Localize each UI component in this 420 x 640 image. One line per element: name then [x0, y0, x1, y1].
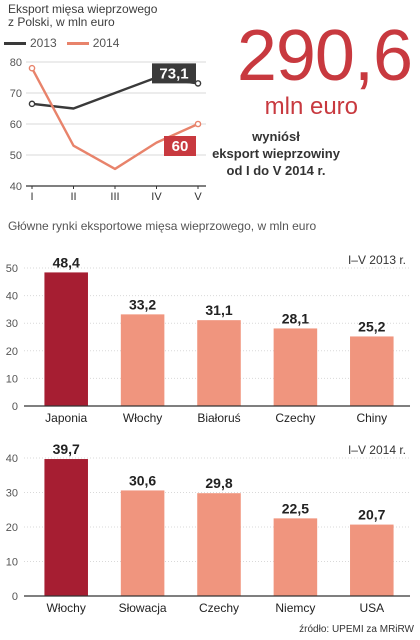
source-footer: źródło: UPEMI za MRiRW — [299, 624, 414, 635]
bar-chiny — [350, 336, 394, 406]
legend-entry-2013: 2013 — [4, 36, 57, 50]
bar-y-tick-label: 40 — [6, 291, 18, 303]
bar-category-label: Japonia — [45, 411, 87, 425]
bar-category-label: Czechy — [275, 411, 315, 425]
line-x-tick-label: V — [194, 191, 202, 200]
bar-y-tick-label: 40 — [6, 453, 18, 465]
line-x-tick-label: IV — [151, 191, 162, 200]
bar-słowacja — [120, 490, 165, 596]
bar-category-label: Słowacja — [119, 601, 167, 615]
line-x-tick-label: II — [70, 191, 76, 200]
bar-category-label: Chiny — [356, 411, 387, 425]
line-point-2014 — [194, 120, 202, 128]
line-y-tick-label: 60 — [10, 119, 22, 131]
bar-chart-2014: 0 10 20 30 40 I–V 2014 r. 39,7 Włochy 30,6 Słowac… — [6, 441, 410, 615]
bar-value-label: 30,6 — [129, 472, 156, 488]
line-point-2013 — [28, 100, 36, 108]
legend-label-2013: 2013 — [30, 36, 57, 50]
legend-swatch-2014 — [66, 41, 89, 45]
line-x-tick-label: I — [30, 191, 33, 200]
line-x-tick-label: III — [110, 191, 119, 200]
line-end-label-box-2013 — [152, 63, 196, 84]
bar-value-label: 48,4 — [53, 254, 80, 270]
bar-y-tick-label: 10 — [6, 557, 18, 569]
line-y-tick-label: 70 — [10, 88, 22, 100]
bar-włochy — [44, 459, 88, 596]
bar-y-tick-label: 30 — [6, 488, 18, 500]
line-y-tick-label: 40 — [10, 181, 22, 193]
bar-y-tick-label: 50 — [6, 263, 18, 275]
bar-y-tick-label: 0 — [12, 401, 18, 413]
line-chart-legend: 2013 2014 — [4, 36, 129, 50]
bar-value-label: 31,1 — [205, 302, 232, 318]
line-y-tick-label: 80 — [10, 57, 22, 69]
line-chart-title-line-2: z Polski, w mln euro — [8, 15, 115, 29]
line-y-tick-label: 50 — [10, 150, 22, 162]
highlight-caption-line-3: od I do V 2014 r. — [226, 163, 326, 178]
highlight-unit: mln euro — [264, 93, 358, 120]
line-chart-title: Eksport mięsa wieprzowego z Polski, w ml… — [8, 3, 157, 29]
highlight-value: 290,6 — [236, 16, 413, 96]
bar-włochy — [120, 314, 165, 406]
bar-y-tick-label: 30 — [6, 318, 18, 330]
bar-niemcy — [273, 518, 318, 596]
line-chart-title-line-1: Eksport mięsa wieprzowego — [8, 2, 158, 16]
bar-category-label: Włochy — [47, 601, 86, 615]
bar-chart-2013: 0 10 20 30 40 50 I–V 2013 r. 48,4 Japonia 33,2 Wło… — [6, 253, 410, 425]
line-point-2014 — [28, 64, 36, 72]
bar-y-tick-label: 0 — [12, 591, 18, 603]
highlight-caption-line-1: wyniósł — [252, 129, 300, 144]
line-end-label-2014: 60 — [172, 138, 189, 155]
line-point-2013 — [194, 80, 202, 87]
bar-czechy — [273, 328, 318, 406]
bar-value-label: 29,8 — [205, 475, 232, 491]
bar-usa — [350, 524, 394, 596]
legend-entry-2014: 2014 — [66, 36, 120, 50]
highlight-caption-line-2: eksport wieprzowiny — [212, 146, 340, 161]
legend-label-2014: 2014 — [92, 36, 120, 50]
bar-category-label: Włochy — [123, 411, 162, 425]
bar-value-label: 20,7 — [358, 507, 385, 523]
bar-białoruś — [197, 320, 241, 406]
legend-swatch-2013 — [4, 41, 26, 45]
bar-period-label: I–V 2014 r. — [348, 443, 406, 457]
bar-value-label: 25,2 — [358, 318, 385, 334]
bar-y-tick-label: 10 — [6, 373, 18, 385]
line-end-label-box-2014 — [164, 136, 196, 156]
bar-y-tick-label: 20 — [6, 522, 18, 534]
highlight-caption: wyniósł eksport wieprzowiny od I do V 20… — [186, 128, 366, 179]
bar-value-label: 33,2 — [129, 296, 156, 312]
bar-charts-title: Główne rynki eksportowe mięsa wieprzoweg… — [8, 219, 317, 233]
bar-category-label: Niemcy — [275, 601, 315, 615]
bar-value-label: 22,5 — [282, 500, 309, 516]
line-end-label-2013: 73,1 — [159, 65, 188, 82]
bar-japonia — [44, 272, 88, 406]
bar-value-label: 39,7 — [53, 441, 80, 457]
bar-czechy — [197, 493, 241, 596]
bar-category-label: Czechy — [199, 601, 239, 615]
bar-category-label: USA — [359, 601, 384, 615]
bar-value-label: 28,1 — [282, 310, 309, 326]
bar-category-label: Białoruś — [197, 411, 240, 425]
bar-y-tick-label: 20 — [6, 346, 18, 358]
bar-period-label: I–V 2013 r. — [348, 253, 406, 267]
